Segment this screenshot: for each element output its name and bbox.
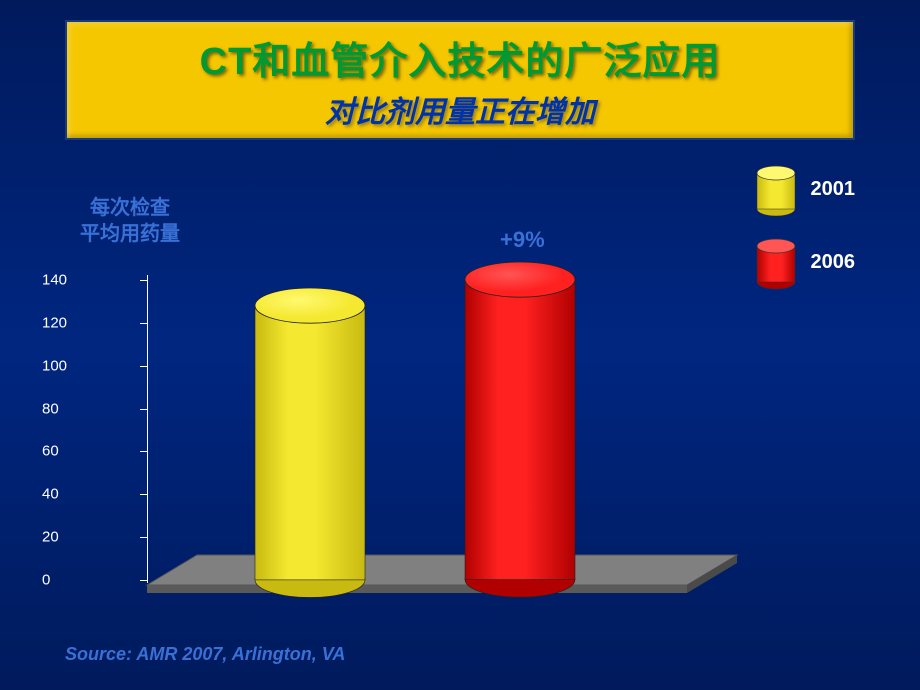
legend-cylinder-icon xyxy=(756,165,796,213)
y-tick-label: 60 xyxy=(42,443,87,460)
chart-floor xyxy=(147,555,712,605)
y-axis-label-line1: 每次检查 xyxy=(90,197,170,219)
y-tick-label: 40 xyxy=(42,486,87,503)
y-tick-label: 140 xyxy=(42,272,87,289)
title-box: CT和血管介入技术的广泛应用 对比剂用量正在增加 xyxy=(65,20,855,140)
axis-vertical-line xyxy=(147,275,148,583)
bar-annotation: +9% xyxy=(500,227,545,253)
legend-item: 2006 xyxy=(756,238,856,286)
legend-label: 2001 xyxy=(811,178,856,201)
title-sub: 对比剂用量正在增加 xyxy=(67,87,853,131)
y-tick-label: 120 xyxy=(42,314,87,331)
y-axis-label-line2: 平均用药量 xyxy=(80,223,180,245)
title-main: CT和血管介入技术的广泛应用 xyxy=(67,30,853,85)
y-tick-label: 80 xyxy=(42,400,87,417)
y-tick-label: 20 xyxy=(42,529,87,546)
bar-cylinder xyxy=(255,288,369,601)
source-citation: Source: AMR 2007, Arlington, VA xyxy=(65,644,345,665)
y-tick-label: 0 xyxy=(42,572,87,589)
legend: 2001 2006 xyxy=(756,165,856,311)
bar-cylinder xyxy=(465,262,579,601)
legend-item: 2001 xyxy=(756,165,856,213)
chart-area: 020406080100120140 xyxy=(95,280,735,620)
legend-label: 2006 xyxy=(811,251,856,274)
legend-cylinder-icon xyxy=(756,238,796,286)
y-axis-label: 每次检查 平均用药量 xyxy=(80,195,180,247)
y-tick-label: 100 xyxy=(42,357,87,374)
